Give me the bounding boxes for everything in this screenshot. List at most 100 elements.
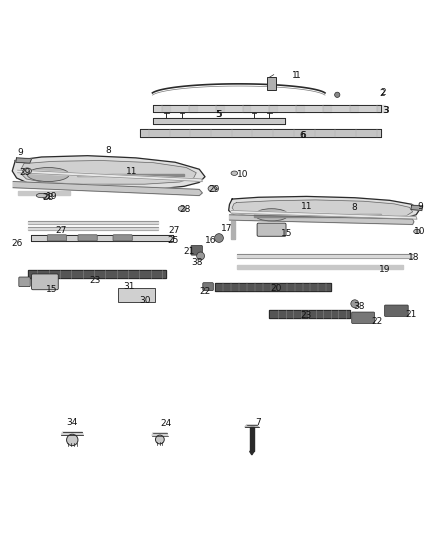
Text: 8: 8 (351, 203, 357, 212)
Text: 28: 28 (42, 193, 54, 202)
Text: 10: 10 (237, 170, 249, 179)
Polygon shape (28, 221, 158, 224)
Polygon shape (140, 129, 381, 138)
FancyBboxPatch shape (32, 274, 58, 290)
Polygon shape (153, 118, 285, 124)
Text: 38: 38 (191, 259, 203, 268)
Ellipse shape (67, 434, 78, 446)
Polygon shape (229, 197, 420, 221)
Text: 19: 19 (379, 265, 390, 274)
Polygon shape (215, 283, 331, 291)
Text: 38: 38 (353, 302, 365, 311)
Text: 11: 11 (126, 166, 137, 175)
Text: 27: 27 (169, 226, 180, 235)
Text: 29: 29 (20, 168, 31, 177)
Polygon shape (377, 106, 385, 112)
FancyBboxPatch shape (385, 305, 408, 317)
Ellipse shape (231, 171, 237, 175)
Ellipse shape (155, 435, 164, 444)
Text: 6: 6 (299, 131, 305, 140)
Text: 5: 5 (215, 110, 221, 118)
Ellipse shape (178, 206, 185, 211)
FancyBboxPatch shape (19, 277, 30, 287)
FancyBboxPatch shape (203, 282, 213, 290)
Text: 24: 24 (161, 419, 172, 428)
Polygon shape (28, 270, 166, 278)
Polygon shape (323, 106, 331, 112)
Text: 9: 9 (17, 148, 23, 157)
Polygon shape (18, 191, 70, 195)
Polygon shape (28, 227, 158, 230)
Text: 22: 22 (371, 317, 382, 326)
Text: 11: 11 (301, 203, 312, 212)
Text: 3: 3 (382, 106, 389, 115)
Text: 29: 29 (208, 185, 219, 194)
Text: 16: 16 (205, 236, 217, 245)
Text: 3: 3 (383, 106, 389, 115)
FancyBboxPatch shape (191, 246, 202, 255)
Text: 21: 21 (405, 310, 417, 319)
Polygon shape (21, 160, 196, 184)
Polygon shape (153, 106, 381, 112)
Polygon shape (12, 156, 205, 189)
FancyBboxPatch shape (267, 77, 276, 90)
Polygon shape (77, 174, 184, 176)
Text: 23: 23 (300, 311, 311, 320)
Polygon shape (250, 427, 254, 451)
Text: 15: 15 (281, 229, 293, 238)
FancyBboxPatch shape (257, 223, 286, 236)
Circle shape (197, 252, 205, 260)
Text: 20: 20 (270, 284, 282, 293)
Text: 26: 26 (12, 239, 23, 248)
Text: 2: 2 (379, 88, 385, 98)
FancyBboxPatch shape (118, 287, 155, 302)
Polygon shape (231, 211, 417, 219)
Text: 15: 15 (46, 285, 57, 294)
Circle shape (215, 233, 223, 243)
Polygon shape (152, 433, 168, 435)
Ellipse shape (27, 167, 69, 182)
Ellipse shape (36, 193, 47, 198)
Polygon shape (254, 214, 381, 216)
Polygon shape (350, 106, 358, 112)
FancyBboxPatch shape (113, 235, 132, 241)
Text: 19: 19 (46, 192, 57, 201)
Polygon shape (269, 106, 277, 112)
Text: 9: 9 (417, 202, 424, 211)
Text: 18: 18 (408, 253, 419, 262)
FancyBboxPatch shape (352, 312, 374, 324)
Polygon shape (296, 106, 304, 112)
Circle shape (335, 92, 340, 98)
Polygon shape (231, 221, 235, 239)
Text: 2: 2 (381, 87, 386, 96)
Polygon shape (61, 432, 83, 435)
Text: 27: 27 (56, 226, 67, 235)
Polygon shape (232, 200, 413, 219)
Text: 10: 10 (414, 227, 425, 236)
Text: 7: 7 (255, 418, 261, 427)
Polygon shape (215, 106, 223, 112)
Polygon shape (13, 182, 202, 196)
Text: 22: 22 (199, 287, 211, 296)
Text: 23: 23 (90, 276, 101, 285)
Text: 25: 25 (167, 236, 179, 245)
Text: 8: 8 (106, 146, 112, 155)
Polygon shape (237, 254, 412, 258)
Ellipse shape (413, 229, 420, 233)
Text: 30: 30 (139, 296, 150, 305)
Polygon shape (269, 310, 350, 318)
Text: 1: 1 (295, 71, 301, 80)
FancyBboxPatch shape (47, 235, 67, 241)
Polygon shape (31, 235, 173, 241)
Text: 6: 6 (300, 131, 306, 140)
Polygon shape (250, 451, 254, 455)
Polygon shape (189, 106, 197, 112)
Ellipse shape (208, 185, 217, 191)
Ellipse shape (42, 194, 49, 199)
Polygon shape (411, 205, 423, 211)
Text: 17: 17 (221, 224, 233, 233)
Text: 5: 5 (216, 110, 222, 118)
Polygon shape (18, 170, 202, 182)
Polygon shape (162, 106, 170, 112)
Polygon shape (237, 265, 403, 269)
